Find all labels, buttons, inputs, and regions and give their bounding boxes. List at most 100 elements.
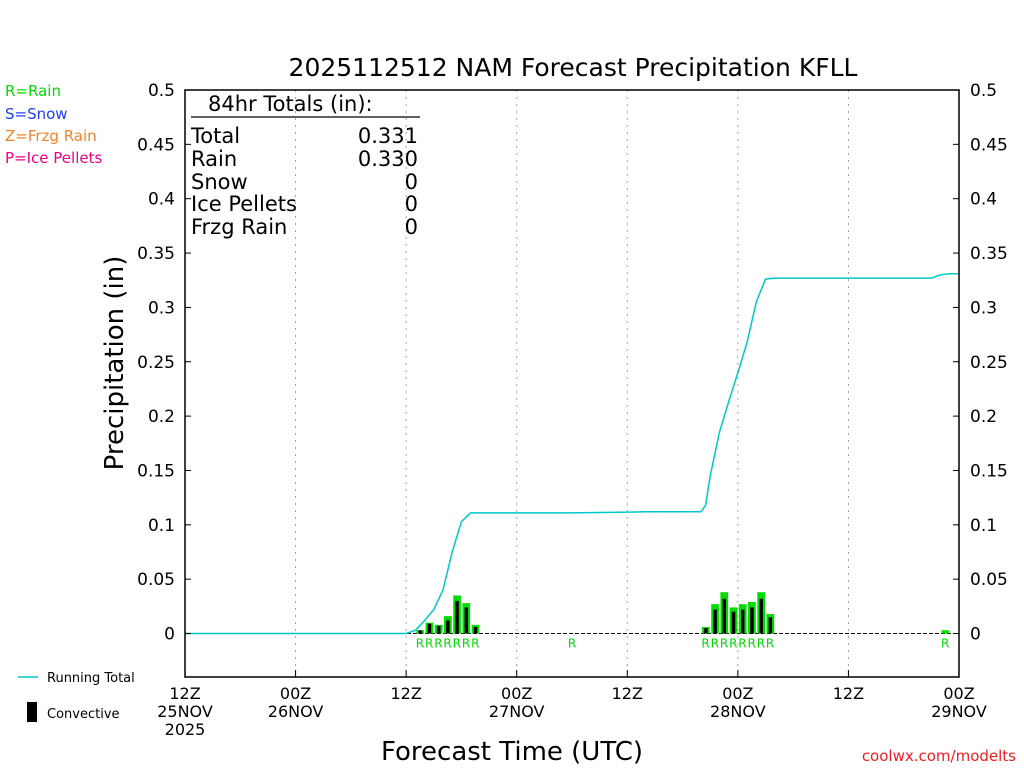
y-tick-label-left-7: 0.35 <box>137 244 175 264</box>
running-total-legend-label: Running Total <box>47 671 135 686</box>
totals-box: 84hr Totals (in): Total 0.331 Rain 0.330… <box>190 92 420 239</box>
y-tick-label-left-1: 0.05 <box>137 570 175 590</box>
running-total-line-group <box>185 272 959 635</box>
totals-heading: 84hr Totals (in): <box>208 92 373 116</box>
legend-freezing-rain: Z=Frzg Rain <box>5 127 97 145</box>
x-tick-label-7-0: 00Z <box>943 684 974 703</box>
y-tick-label-right-1: 0.05 <box>970 570 1008 590</box>
convective-bar-12 <box>750 607 754 634</box>
y-tick-label-left-0: 0 <box>164 625 175 645</box>
convective-bar-10 <box>731 611 736 634</box>
totals-label-freezing-rain: Frzg Rain <box>191 215 287 239</box>
type-marker-7: R <box>568 637 576 651</box>
convective-bar-14 <box>768 617 773 634</box>
convective-bar-9 <box>722 598 727 634</box>
convective-bar-6 <box>473 626 478 634</box>
type-marker-10: R <box>720 637 728 651</box>
y-tick-label-left-8: 0.4 <box>148 190 175 210</box>
x-tick-label-5-1: 28NOV <box>710 702 766 721</box>
convective-legend-swatch <box>27 702 37 722</box>
legend-rain: R=Rain <box>5 82 61 100</box>
y-tick-label-left-9: 0.45 <box>137 135 175 155</box>
type-marker-1: R <box>425 637 433 651</box>
y-tick-label-left-10: 0.5 <box>148 81 175 101</box>
x-tick-label-5-0: 00Z <box>722 684 753 703</box>
type-marker-11: R <box>729 637 737 651</box>
x-tick-label-6-0: 12Z <box>833 684 864 703</box>
rain-bar-15 <box>941 630 950 634</box>
totals-value-rain: 0.330 <box>358 147 418 171</box>
type-marker-16: R <box>941 637 949 651</box>
convective-bar-1 <box>427 623 432 634</box>
type-marker-8: R <box>701 637 709 651</box>
totals-value-total: 0.331 <box>358 124 418 148</box>
x-tick-label-2-0: 12Z <box>390 684 421 703</box>
type-marker-14: R <box>757 637 765 651</box>
y-tick-label-left-5: 0.25 <box>137 353 175 373</box>
y-tick-label-left-6: 0.3 <box>148 298 175 318</box>
type-marker-3: R <box>443 637 451 651</box>
type-marker-9: R <box>711 637 719 651</box>
type-marker-15: R <box>766 637 774 651</box>
precipitation-bars <box>416 592 950 634</box>
convective-bar-4 <box>455 600 459 634</box>
y-tick-label-left-3: 0.15 <box>137 461 175 481</box>
totals-label-rain: Rain <box>191 147 237 171</box>
convective-bar-5 <box>464 607 469 634</box>
totals-label-total: Total <box>190 124 240 148</box>
y-tick-label-right-8: 0.4 <box>970 190 997 210</box>
type-marker-2: R <box>434 637 442 651</box>
totals-value-snow: 0 <box>405 170 418 194</box>
x-tick-label-0-1: 25NOV <box>157 702 213 721</box>
x-tick-label-3-1: 27NOV <box>489 702 545 721</box>
x-tick-label-0-0: 12Z <box>169 684 200 703</box>
convective-bar-3 <box>446 620 450 634</box>
y-axis-ticks: 0 00.05 0.050.1 0.10.15 0.150.2 0.20.25 0.250.… <box>137 81 1008 645</box>
x-tick-label-7-1: 29NOV <box>931 702 987 721</box>
type-marker-4: R <box>453 637 461 651</box>
convective-bar-0 <box>418 630 422 634</box>
plot-frame <box>184 89 960 678</box>
convective-bar-13 <box>759 598 763 634</box>
legend-snow: S=Snow <box>5 105 68 123</box>
y-tick-label-right-2: 0.1 <box>970 516 997 536</box>
x-tick-label-1-0: 00Z <box>280 684 311 703</box>
convective-bar-2 <box>436 625 441 634</box>
y-tick-label-right-6: 0.3 <box>970 298 997 318</box>
watermark: coolwx.com/modelts <box>862 747 1016 765</box>
y-tick-label-left-4: 0.2 <box>148 407 175 427</box>
convective-bar-11 <box>740 609 745 634</box>
totals-value-ice-pellets: 0 <box>405 192 418 216</box>
convective-bar-7 <box>704 628 708 634</box>
y-tick-label-right-5: 0.25 <box>970 353 1008 373</box>
legend-ice-pellets: P=Ice Pellets <box>5 149 102 167</box>
series-legend: Running Total Convective <box>18 671 135 722</box>
x-tick-label-4-0: 12Z <box>612 684 643 703</box>
y-tick-label-right-7: 0.35 <box>970 244 1008 264</box>
type-marker-5: R <box>462 637 470 651</box>
type-marker-0: R <box>416 637 424 651</box>
x-tick-label-1-1: 26NOV <box>268 702 324 721</box>
y-axis-label: Precipitation (in) <box>100 256 130 471</box>
convective-bar-8 <box>713 609 717 634</box>
totals-value-freezing-rain: 0 <box>405 215 418 239</box>
y-tick-label-right-0: 0 <box>970 625 981 645</box>
type-marker-12: R <box>738 637 746 651</box>
convective-legend-label: Convective <box>47 707 120 722</box>
type-marker-13: R <box>748 637 756 651</box>
y-tick-label-right-3: 0.15 <box>970 461 1008 481</box>
y-tick-label-right-4: 0.2 <box>970 407 997 427</box>
chart-title: 2025112512 NAM Forecast Precipitation KF… <box>289 53 858 82</box>
y-tick-label-right-10: 0.5 <box>970 81 997 101</box>
x-axis-label: Forecast Time (UTC) <box>381 737 643 767</box>
totals-label-snow: Snow <box>191 170 248 194</box>
type-marker-6: R <box>471 637 479 651</box>
x-tick-label-0-2: 2025 <box>165 720 206 739</box>
x-tick-label-3-0: 00Z <box>501 684 532 703</box>
y-tick-label-right-9: 0.45 <box>970 135 1008 155</box>
y-tick-label-left-2: 0.1 <box>148 516 175 536</box>
running-total-line <box>185 272 959 635</box>
